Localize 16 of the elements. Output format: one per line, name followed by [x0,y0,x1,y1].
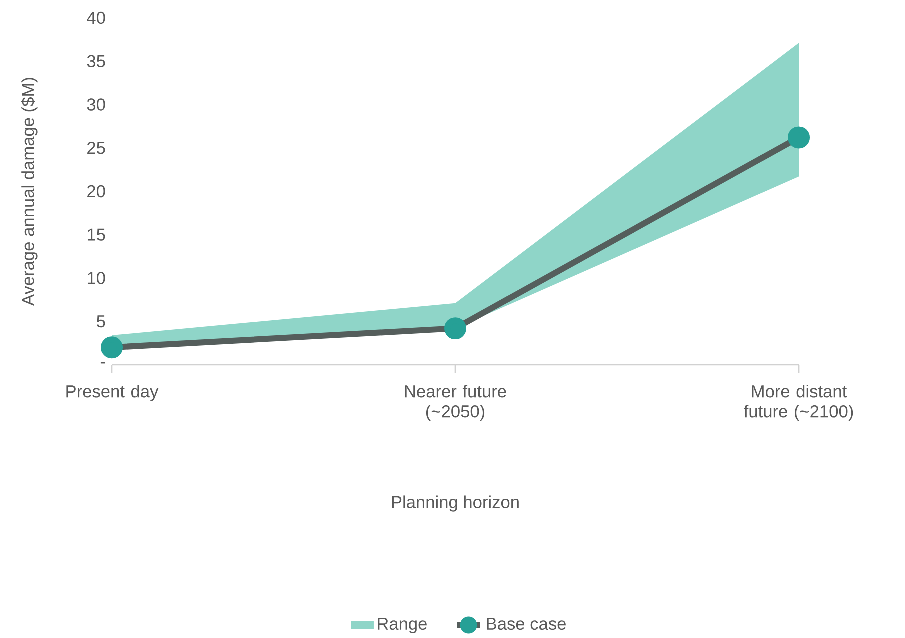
x-tick-label: More distant future (~2100) [744,385,854,422]
x-axis-title: Planning horizon [392,496,519,512]
y-tick-label: 25 [88,142,106,154]
y-tick-label: - [100,362,106,364]
y-tick-label: 5 [97,316,106,328]
y-tick-label: 20 [88,185,106,198]
y-axis-title: Average annual damage ($M) [21,78,38,306]
y-tick-label: 10 [88,272,106,284]
y-tick-label: 35 [87,55,106,68]
x-tick-label: Nearer future (~2050) [405,385,506,422]
x-tick-label: Present day [66,385,159,402]
legend-label: Base case [487,618,566,630]
y-tick-label: 15 [88,228,106,241]
y-tick-label: 40 [87,12,106,24]
text: Range [378,618,427,634]
y-tick-label: 30 [87,98,106,111]
